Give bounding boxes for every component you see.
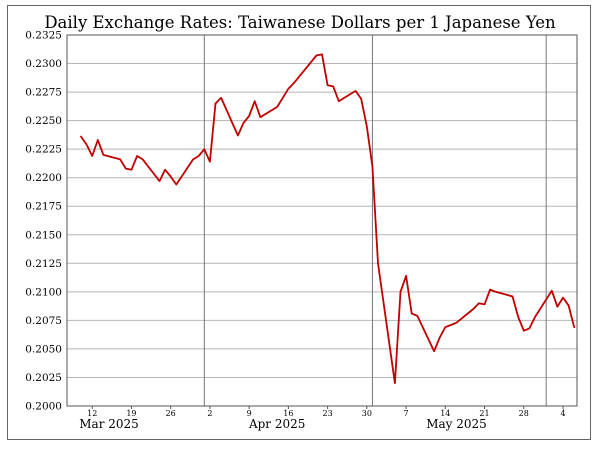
y-axis-ticks: 0.2000 0.2025 0.2050 0.2075 0.2100 0.2125 0.21…: [25, 30, 62, 413]
x-axis-month-labels: Mar 2025 Apr 2025 May 2025: [79, 417, 487, 431]
y-tick-label: 0.2150: [25, 229, 62, 241]
x-month-label: May 2025: [426, 417, 487, 431]
y-tick-label: 0.2250: [25, 115, 62, 127]
x-tick-label: 2: [207, 409, 212, 418]
x-tick-label: 16: [283, 409, 293, 418]
y-tick-label: 0.2125: [25, 258, 62, 270]
y-tick-label: 0.2075: [25, 315, 62, 327]
x-tick-label: 19: [126, 409, 136, 418]
x-month-label: Apr 2025: [248, 417, 305, 431]
y-tick-label: 0.2200: [25, 172, 62, 184]
chart-title: Daily Exchange Rates: Taiwanese Dollars …: [44, 13, 556, 32]
x-tick-label: 4: [560, 409, 565, 418]
y-tick-label: 0.2000: [25, 401, 62, 413]
gridlines: [67, 34, 577, 407]
y-tick-label: 0.2025: [25, 372, 62, 384]
y-tick-label: 0.2300: [25, 58, 62, 70]
y-tick-label: 0.2050: [25, 343, 62, 355]
y-tick-label: 0.2225: [25, 144, 62, 156]
y-tick-label: 0.2175: [25, 201, 62, 213]
x-tick-label: 21: [479, 409, 489, 418]
x-month-label: Mar 2025: [79, 417, 139, 431]
y-tick-label: 0.2325: [25, 30, 62, 42]
x-tick-label: 14: [440, 409, 450, 418]
x-tick-label: 28: [519, 409, 529, 418]
y-tick-label: 0.2275: [25, 87, 62, 99]
y-tick-label: 0.2100: [25, 286, 62, 298]
series-line: [80, 53, 576, 385]
x-tick-label: 12: [87, 409, 97, 418]
plot-area: [66, 34, 578, 407]
x-tick-label: 7: [404, 409, 409, 418]
x-tick-label: 9: [247, 409, 252, 418]
month-separators: [203, 35, 547, 406]
x-tick-label: 26: [166, 409, 176, 418]
x-axis-ticks: 12 19 26 2 9 16 23 30 7 14 21 28 4: [87, 406, 566, 418]
x-tick-label: 23: [323, 409, 333, 418]
series: [80, 53, 576, 385]
x-tick-label: 30: [362, 409, 372, 418]
